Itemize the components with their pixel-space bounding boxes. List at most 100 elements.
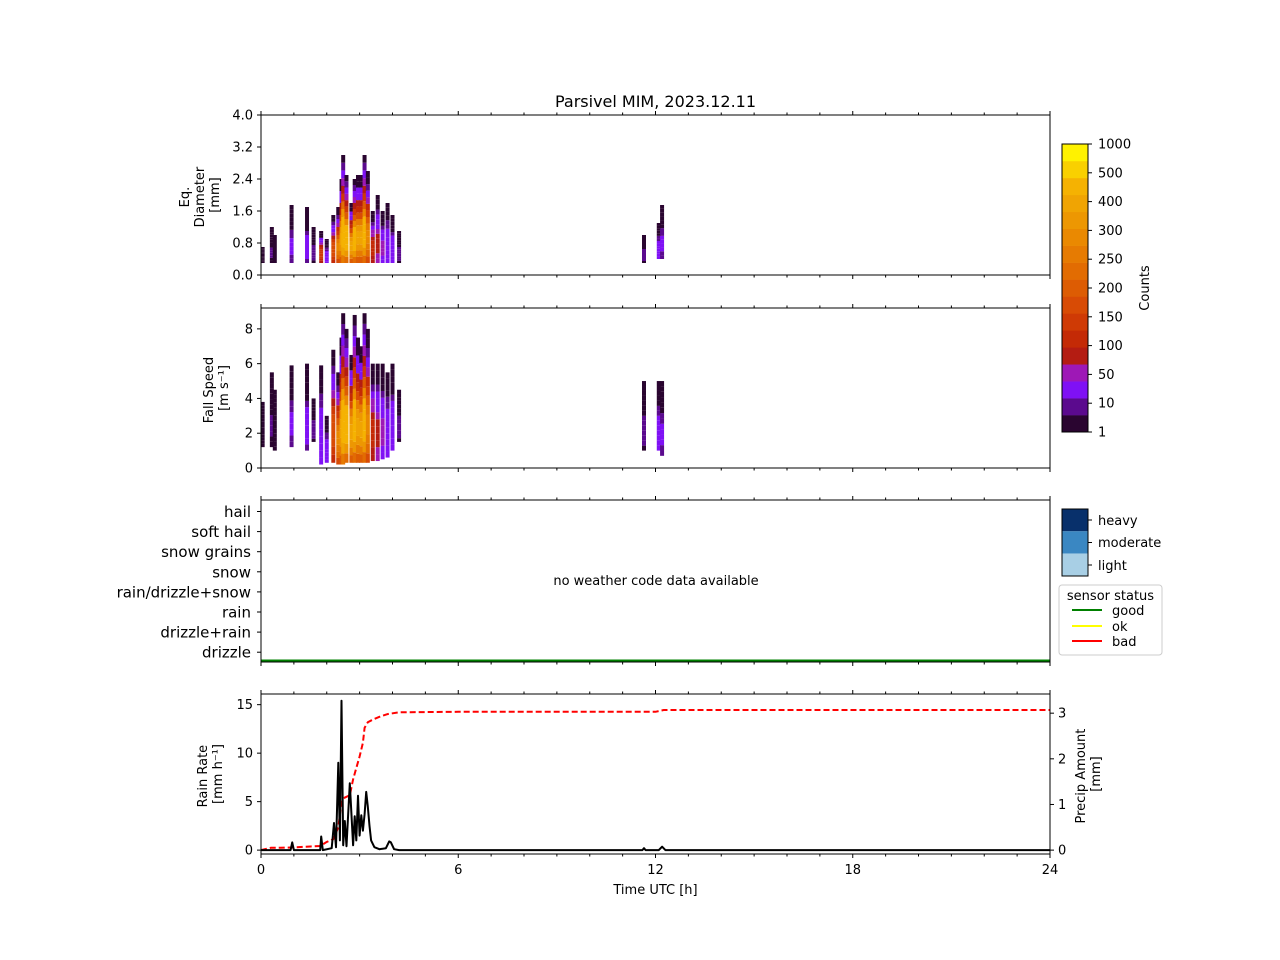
- heatmap-cell: [375, 253, 380, 259]
- heatmap-cell: [331, 414, 336, 423]
- heatmap-cell: [370, 255, 375, 260]
- heatmap-cell: [305, 207, 310, 211]
- heatmap-cell: [385, 402, 390, 409]
- heatmap-cell: [390, 235, 395, 239]
- heatmap-cell: [331, 373, 336, 383]
- heatmap-cell: [359, 212, 364, 219]
- heatmap-cell: [660, 423, 665, 430]
- heatmap-cell: [311, 410, 316, 414]
- heatmap-cell: [305, 235, 310, 239]
- heatmap-cell: [359, 225, 364, 232]
- heatmap-cell: [341, 345, 346, 357]
- heatmap-cell: [331, 422, 336, 431]
- heatmap-cell: [289, 221, 294, 226]
- heatmap-cell: [341, 193, 346, 202]
- heatmap-cell: [359, 231, 364, 238]
- heatmap-cell: [289, 229, 294, 234]
- heatmap-cell: [260, 255, 265, 257]
- heatmap-cell: [352, 227, 357, 233]
- heatmap-cell: [352, 441, 357, 453]
- heatmap-cell: [380, 251, 385, 256]
- heatmap-cell: [336, 259, 341, 263]
- heatmap-cell: [336, 378, 341, 386]
- heatmap-cell: [390, 218, 395, 222]
- heatmap-cell: [344, 250, 349, 257]
- heatmap-cell: [272, 237, 277, 239]
- y-tick-label: 0.8: [232, 237, 253, 252]
- heatmap-cell: [336, 219, 341, 223]
- colorbar-ticks: 1 10 50 100 150 200 250 300 400 500 1000: [1088, 138, 1131, 441]
- heatmap-cell: [349, 220, 354, 225]
- heatmap-cell: [272, 433, 277, 438]
- heatmap-cell: [355, 181, 360, 188]
- colorbar-tick-label: 300: [1098, 224, 1123, 239]
- heatmap-cell: [305, 227, 310, 231]
- y-tick-label: 8: [245, 322, 253, 337]
- heatmap-cell: [341, 432, 346, 443]
- heatmap-cell: [305, 425, 310, 432]
- y-tick-label: 0: [1058, 844, 1066, 859]
- category-label: rain/drizzle+snow: [117, 583, 251, 601]
- heatmap-cell: [331, 245, 336, 250]
- heatmap-cell: [355, 364, 360, 374]
- heatmap-cell: [331, 242, 336, 246]
- heatmap-cell: [365, 243, 370, 250]
- heatmap-cell: [365, 367, 370, 377]
- heatmap-cell: [272, 398, 277, 403]
- heatmap-cell: [289, 246, 294, 251]
- heatmap-cell: [324, 456, 329, 460]
- heatmap-cell: [656, 420, 661, 426]
- heatmap-cell: [390, 363, 395, 370]
- heatmap-cell: [341, 224, 346, 233]
- heatmap-cell: [355, 237, 360, 245]
- heatmap-cell: [311, 252, 316, 256]
- heatmap-cell: [331, 249, 336, 253]
- heatmap-cell: [355, 256, 360, 263]
- heatmap-cell: [319, 233, 324, 236]
- heatmap-cell: [341, 216, 346, 225]
- heatmap-cell: [362, 441, 367, 453]
- heatmap-cell: [656, 256, 661, 259]
- heatmap-cell: [331, 390, 336, 399]
- heatmap-cell: [260, 260, 265, 262]
- heatmap-cell: [380, 237, 385, 241]
- heatmap-cell: [352, 251, 357, 257]
- heatmap-cell: [660, 216, 665, 221]
- diameter-ticks: 0.0 0.8 1.6 2.4 3.2 4.0: [232, 109, 1051, 284]
- heatmap-cell: [362, 313, 367, 324]
- heatmap-cell: [260, 253, 265, 255]
- heatmap-cell: [359, 200, 364, 207]
- heatmap-cell: [656, 445, 661, 451]
- heatmap-cell: [331, 225, 336, 229]
- heatmap-cell: [305, 413, 310, 420]
- heatmap-cell: [656, 395, 661, 401]
- heatmap-cell: [365, 434, 370, 444]
- heatmap-cell: [341, 313, 346, 325]
- fall-speed-ylabel-line2: [m s⁻¹]: [217, 365, 232, 411]
- category-label: snow: [212, 563, 251, 581]
- heatmap-cell: [362, 178, 367, 186]
- no-data-message: no weather code data available: [553, 574, 758, 589]
- heatmap-cell: [390, 425, 395, 432]
- heatmap-cell: [375, 433, 380, 441]
- heatmap-cell: [324, 239, 329, 241]
- heatmap-cell: [660, 220, 665, 225]
- heatmap-cell: [344, 181, 349, 188]
- heatmap-cell: [289, 382, 294, 389]
- heatmap-cell: [311, 232, 316, 235]
- y-tick-label: 0.0: [232, 269, 253, 284]
- heatmap-cell: [355, 212, 360, 219]
- heatmap-cell: [641, 251, 646, 253]
- heatmap-cell: [370, 440, 375, 448]
- heatmap-cell: [365, 414, 370, 425]
- heatmap-cell: [341, 209, 346, 217]
- heatmap-cell: [390, 242, 395, 246]
- heatmap-cell: [390, 245, 395, 250]
- heatmap-cell: [660, 255, 665, 259]
- heatmap-cell: [319, 251, 324, 254]
- heatmap-cell: [272, 446, 277, 451]
- heatmap-cell: [355, 200, 360, 207]
- heatmap-cell: [660, 391, 665, 398]
- heatmap-cell: [269, 260, 274, 263]
